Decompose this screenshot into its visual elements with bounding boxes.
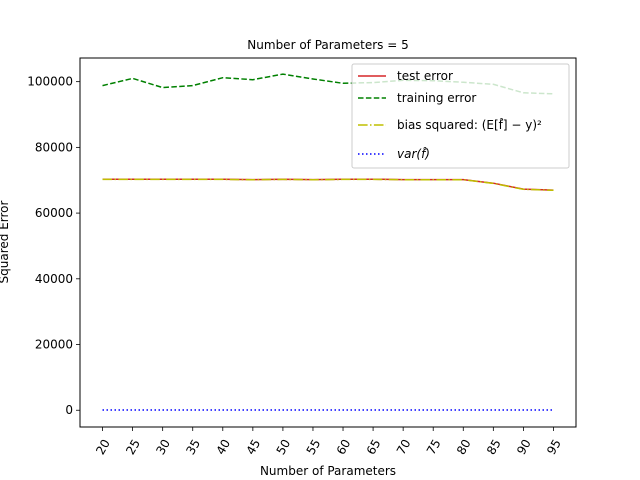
x-tick-label: 55 — [304, 437, 324, 457]
series-line-test-error — [102, 178, 554, 191]
legend-frame — [351, 63, 570, 169]
y-axis: 0 20000 40000 60000 80000 100000 — [27, 75, 80, 417]
x-tick-label: 65 — [364, 437, 384, 457]
y-tick-label: 100000 — [27, 75, 73, 89]
legend-label-training-error: training error — [397, 91, 476, 105]
x-axis: 20 25 30 35 40 45 50 55 60 65 70 75 80 85 90 95 — [93, 427, 564, 457]
y-tick-label: 80000 — [35, 140, 73, 154]
x-tick-label: 85 — [484, 437, 504, 457]
x-tick-label: 35 — [183, 437, 203, 457]
x-tick-label: 80 — [454, 437, 474, 457]
x-axis-label: Number of Parameters — [260, 464, 396, 478]
legend-label-variance: var(f̂) — [397, 147, 430, 161]
x-tick-label: 45 — [244, 437, 264, 457]
x-tick-label: 75 — [424, 437, 444, 457]
series-line-bias-squared — [102, 178, 554, 192]
x-tick-label: 40 — [213, 437, 233, 457]
legend: test error training error bias squared: … — [351, 63, 570, 169]
x-tick-label: 50 — [274, 437, 294, 457]
x-tick-label: 20 — [93, 437, 113, 457]
x-tick-label: 30 — [153, 437, 173, 457]
y-tick-label: 0 — [65, 403, 73, 417]
y-tick-label: 60000 — [35, 206, 73, 220]
y-tick-label: 20000 — [35, 338, 73, 352]
x-tick-label: 90 — [514, 437, 534, 457]
y-axis-label: Squared Error — [0, 200, 11, 283]
x-tick-label: 70 — [394, 437, 414, 457]
legend-label-bias-squared: bias squared: (E[f̂] − y)² — [397, 118, 542, 132]
x-tick-label: 25 — [123, 437, 143, 457]
y-tick-label: 40000 — [35, 272, 73, 286]
plot-frame — [79, 57, 577, 428]
chart-title: Number of Parameters = 5 — [247, 38, 408, 52]
x-tick-label: 95 — [544, 437, 564, 457]
legend-label-test-error: test error — [397, 69, 453, 83]
x-tick-label: 60 — [334, 437, 354, 457]
